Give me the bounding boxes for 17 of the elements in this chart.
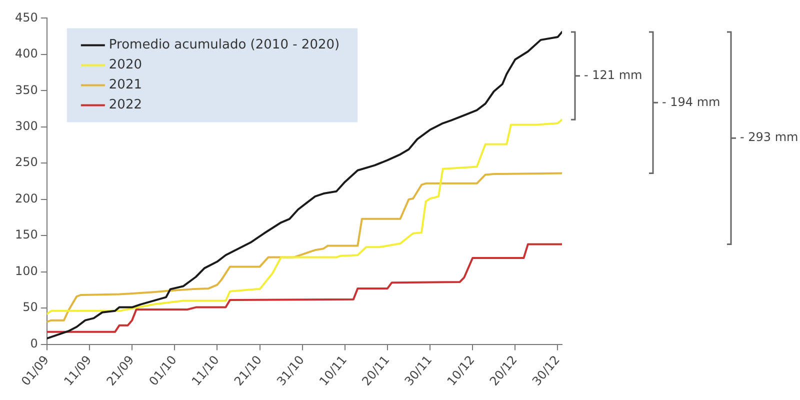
y-tick-label: 250 (15, 155, 38, 170)
y-tick-label: 300 (15, 119, 38, 134)
y-tick-label: 450 (15, 10, 38, 24)
text: - 121 mm (584, 68, 642, 82)
y-tick-label: 50 (22, 300, 38, 314)
y-tick-label: 350 (15, 82, 38, 97)
y-tick-label: 400 (15, 46, 38, 61)
y-tick-label: 200 (15, 191, 38, 206)
y-tick-label: 150 (15, 228, 38, 242)
legend-label: Promedio acumulado (2010 - 2020) (108, 38, 340, 53)
y-tick-label: 100 (15, 264, 38, 278)
text: - 194 mm (662, 94, 720, 109)
legend-label: 2022 (108, 98, 142, 113)
y-tick-label: 0 (30, 336, 38, 350)
legend-label: 2021 (108, 78, 142, 93)
legend-label: 2020 (108, 58, 142, 73)
text: - 293 mm (740, 130, 798, 144)
